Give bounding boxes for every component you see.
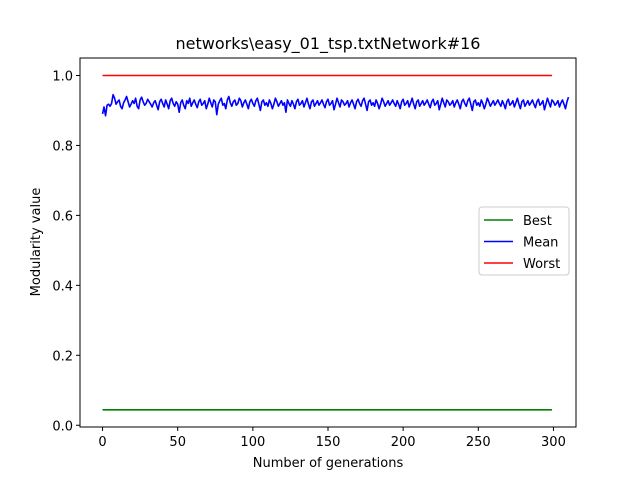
x-tick-label: 0: [98, 435, 106, 450]
legend-label-worst: Worst: [523, 257, 560, 272]
x-tick-label: 50: [169, 435, 186, 450]
y-axis-label: Modularity value: [29, 188, 44, 297]
y-tick-label: 0.8: [52, 139, 73, 154]
x-tick-label: 300: [541, 435, 566, 450]
legend-box: [478, 206, 570, 276]
legend: Best Mean Worst: [478, 206, 570, 276]
legend-label-mean: Mean: [523, 236, 558, 251]
x-axis-label: Number of generations: [253, 456, 404, 471]
y-tick-label: 1.0: [52, 69, 73, 84]
plot-area: [101, 74, 570, 411]
x-tick-label: 150: [316, 435, 341, 450]
axis-ticks: 0 50 100 150 200 250 300 0.0 0.2 0.4 0.6 0.8 1.0: [52, 69, 566, 450]
x-tick-label: 200: [391, 435, 416, 450]
y-tick-label: 0.6: [52, 209, 73, 224]
series-line-mean: [101, 93, 570, 117]
x-tick-label: 250: [466, 435, 491, 450]
chart-title: networks\easy_01_tsp.txtNetwork#16: [176, 34, 481, 54]
x-tick-label: 100: [240, 435, 265, 450]
y-tick-label: 0.0: [52, 419, 73, 434]
y-tick-label: 0.2: [52, 349, 73, 364]
legend-label-best: Best: [523, 214, 552, 229]
y-tick-label: 0.4: [52, 279, 73, 294]
